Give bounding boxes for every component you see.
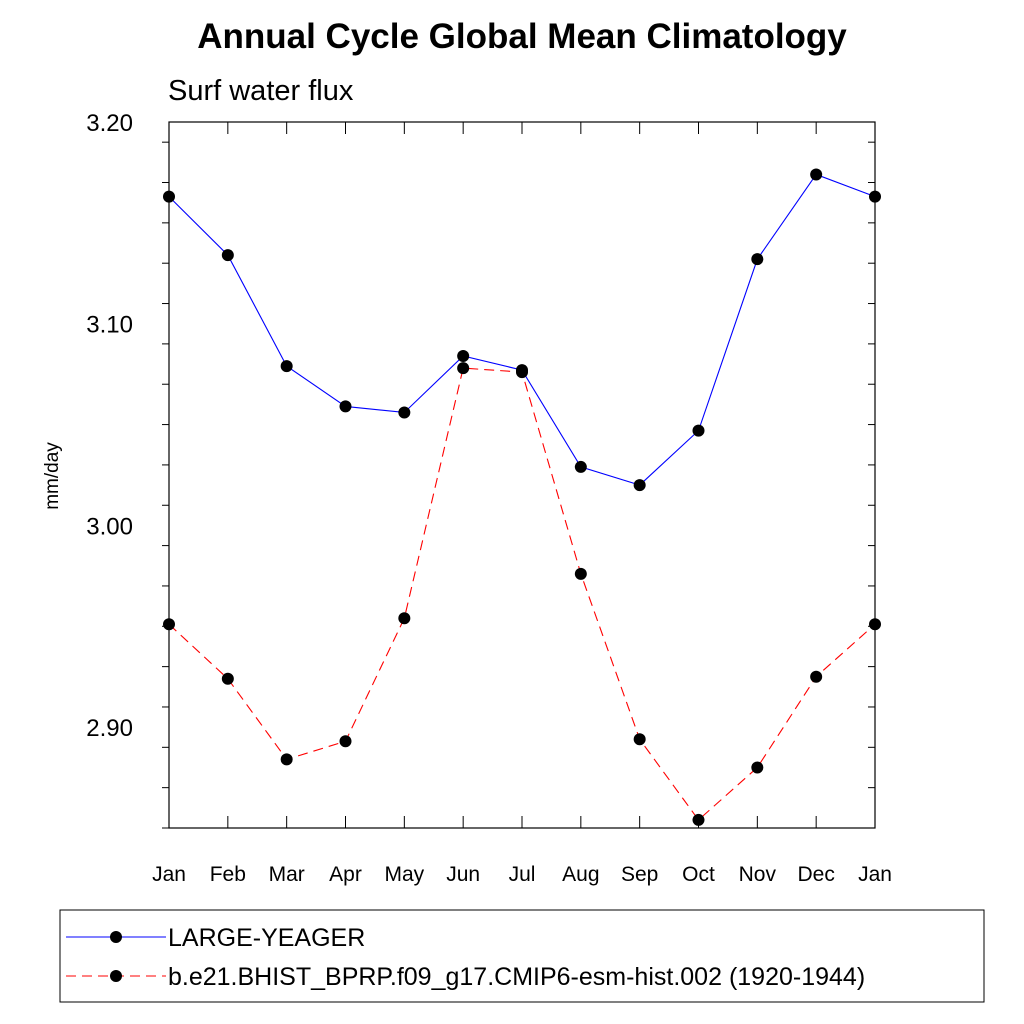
series-group [163,168,881,826]
x-tick-label: Jul [509,863,536,886]
series-2-point [869,618,881,631]
x-tick-label: Apr [329,863,362,886]
series-2-point [810,670,823,683]
series-2-point [221,672,234,685]
series-2-point [633,733,646,746]
x-tick-label: Jan [858,863,892,886]
y-tick-label: 2.90 [86,715,133,742]
x-tick-label: Sep [621,863,658,886]
legend-label-1: LARGE-YEAGER [168,924,365,952]
series-1-point [457,349,470,362]
series-2-point [398,612,411,625]
x-tick-label: Jun [446,863,480,886]
series-1-point [280,360,293,373]
chart-subtitle: Surf water flux [168,75,354,107]
series-1-point [221,249,234,262]
series-1-point [869,190,881,203]
x-tick-label: Oct [682,863,715,886]
series-2-point [280,753,293,766]
series-1-point [163,190,175,203]
x-tick-label: Aug [562,863,599,886]
y-tick-label: 3.00 [86,513,133,540]
series-2-point [516,366,528,379]
series-1-point [574,460,587,473]
series-2-point [574,567,587,580]
legend-marker-2 [110,970,122,982]
series-1-point [692,424,705,437]
series-1-point [633,479,646,492]
series-2-point [692,813,705,826]
series-2-point [751,761,764,774]
series-2-point [457,362,470,375]
legend-label-2: b.e21.BHIST_BPRP.f09_g17.CMIP6-esm-hist.… [168,963,865,991]
y-tick-labels: 3.20 3.10 3.00 2.90 [86,110,133,742]
x-tick-label: Jan [152,863,186,886]
series-2-point [339,735,352,748]
y-axis-label: mm/day [42,442,63,510]
y-tick-label: 3.20 [86,110,133,137]
x-tick-label: Nov [739,863,777,886]
x-tick-label: May [384,863,424,886]
series-1-point [398,406,411,419]
x-tick-label: Feb [210,863,246,886]
x-tick-label: Mar [269,863,305,886]
x-tick-label: Dec [797,863,834,886]
axis-ticks [162,122,876,829]
legend-box [59,909,985,1003]
chart-title: Annual Cycle Global Mean Climatology [197,17,847,56]
series-line-1 [168,173,876,486]
series-line-2 [168,367,876,821]
series-2-point [163,618,175,631]
legend: LARGE-YEAGER b.e21.BHIST_BPRP.f09_g17.CMI… [66,924,865,991]
series-1-point [810,168,823,181]
legend-marker-1 [110,931,122,943]
series-1-point [751,253,764,266]
x-tick-labels: Jan Feb Mar Apr May Jun Jul Aug Sep Oct Nov Dec Jan [152,863,892,886]
plot-frame [168,121,876,829]
series-1-point [339,400,352,413]
y-tick-label: 3.10 [86,312,133,339]
